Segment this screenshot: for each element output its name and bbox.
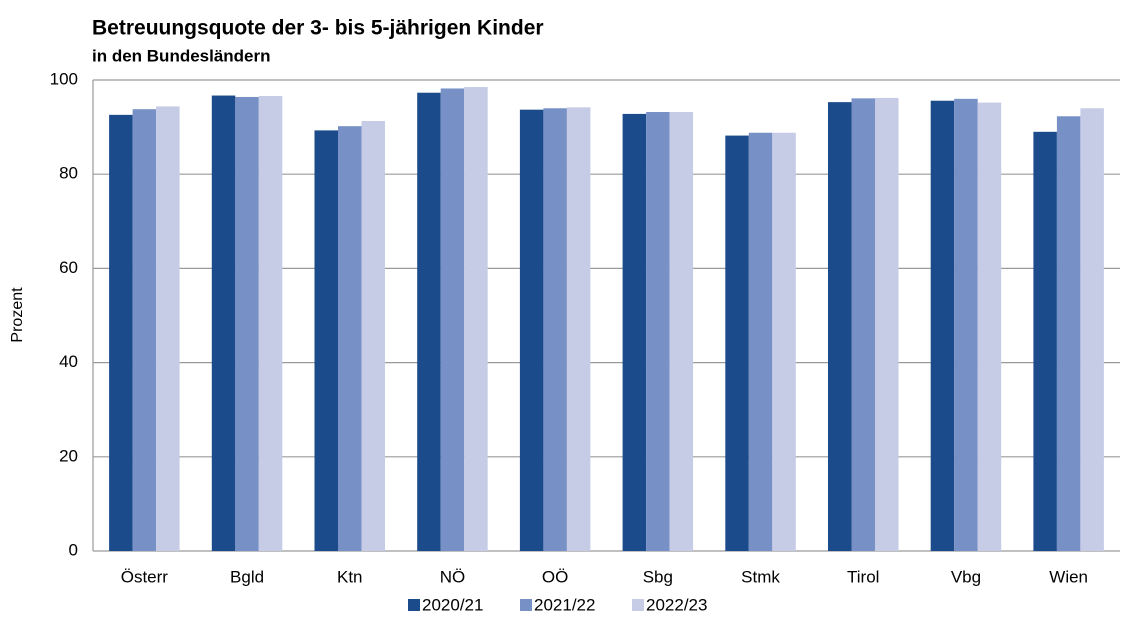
x-tick-label: OÖ — [542, 567, 568, 586]
bar — [361, 120, 385, 552]
bar — [622, 113, 647, 552]
bar — [725, 135, 749, 551]
x-tick-label: Sbg — [643, 567, 673, 586]
x-tick-label: Bgld — [230, 567, 264, 586]
bar — [1056, 116, 1081, 551]
bar — [258, 96, 283, 551]
bar — [109, 114, 133, 551]
bar — [314, 130, 338, 551]
bar — [235, 96, 259, 552]
y-tick-label: 60 — [59, 258, 78, 277]
bar — [338, 126, 362, 552]
bar — [519, 109, 544, 551]
legend-swatch — [632, 599, 644, 611]
bar — [646, 112, 670, 551]
bar — [1080, 108, 1104, 551]
x-tick-label: Ktn — [337, 567, 363, 586]
bar — [977, 102, 1002, 551]
x-tick-label: Österr — [121, 567, 169, 586]
bar — [417, 92, 441, 551]
chart-subtitle: in den Bundesländern — [92, 46, 271, 65]
bar — [930, 100, 955, 551]
bar — [748, 132, 773, 551]
bar — [954, 98, 978, 551]
bar — [851, 98, 875, 551]
bar — [669, 112, 694, 551]
bar — [464, 87, 488, 551]
bar — [440, 88, 465, 551]
bar — [132, 109, 157, 552]
y-tick-label: 20 — [59, 446, 78, 465]
legend-swatch — [520, 599, 532, 611]
bar — [772, 132, 796, 551]
y-tick-label: 40 — [59, 352, 78, 371]
legend-label: 2021/22 — [534, 595, 595, 614]
y-tick-label: 100 — [50, 69, 78, 88]
x-tick-label: Tirol — [847, 567, 879, 586]
legend-label: 2020/21 — [422, 595, 483, 614]
legend-swatch — [408, 599, 420, 611]
x-tick-label: Stmk — [741, 567, 780, 586]
bar — [875, 97, 899, 551]
bar — [566, 107, 591, 552]
y-tick-label: 80 — [59, 164, 78, 183]
x-tick-label: Vbg — [951, 567, 981, 586]
bar — [156, 106, 180, 551]
chart-title: Betreuungsquote der 3- bis 5-jährigen Ki… — [92, 17, 544, 40]
bar — [1033, 131, 1057, 551]
x-tick-label: Wien — [1049, 567, 1088, 586]
bar — [828, 102, 852, 552]
bar — [211, 95, 236, 551]
legend-label: 2022/23 — [646, 595, 707, 614]
y-axis-label: Prozent — [9, 287, 26, 343]
bar — [543, 108, 567, 551]
y-tick-label: 0 — [69, 540, 78, 559]
x-tick-label: NÖ — [440, 567, 466, 586]
